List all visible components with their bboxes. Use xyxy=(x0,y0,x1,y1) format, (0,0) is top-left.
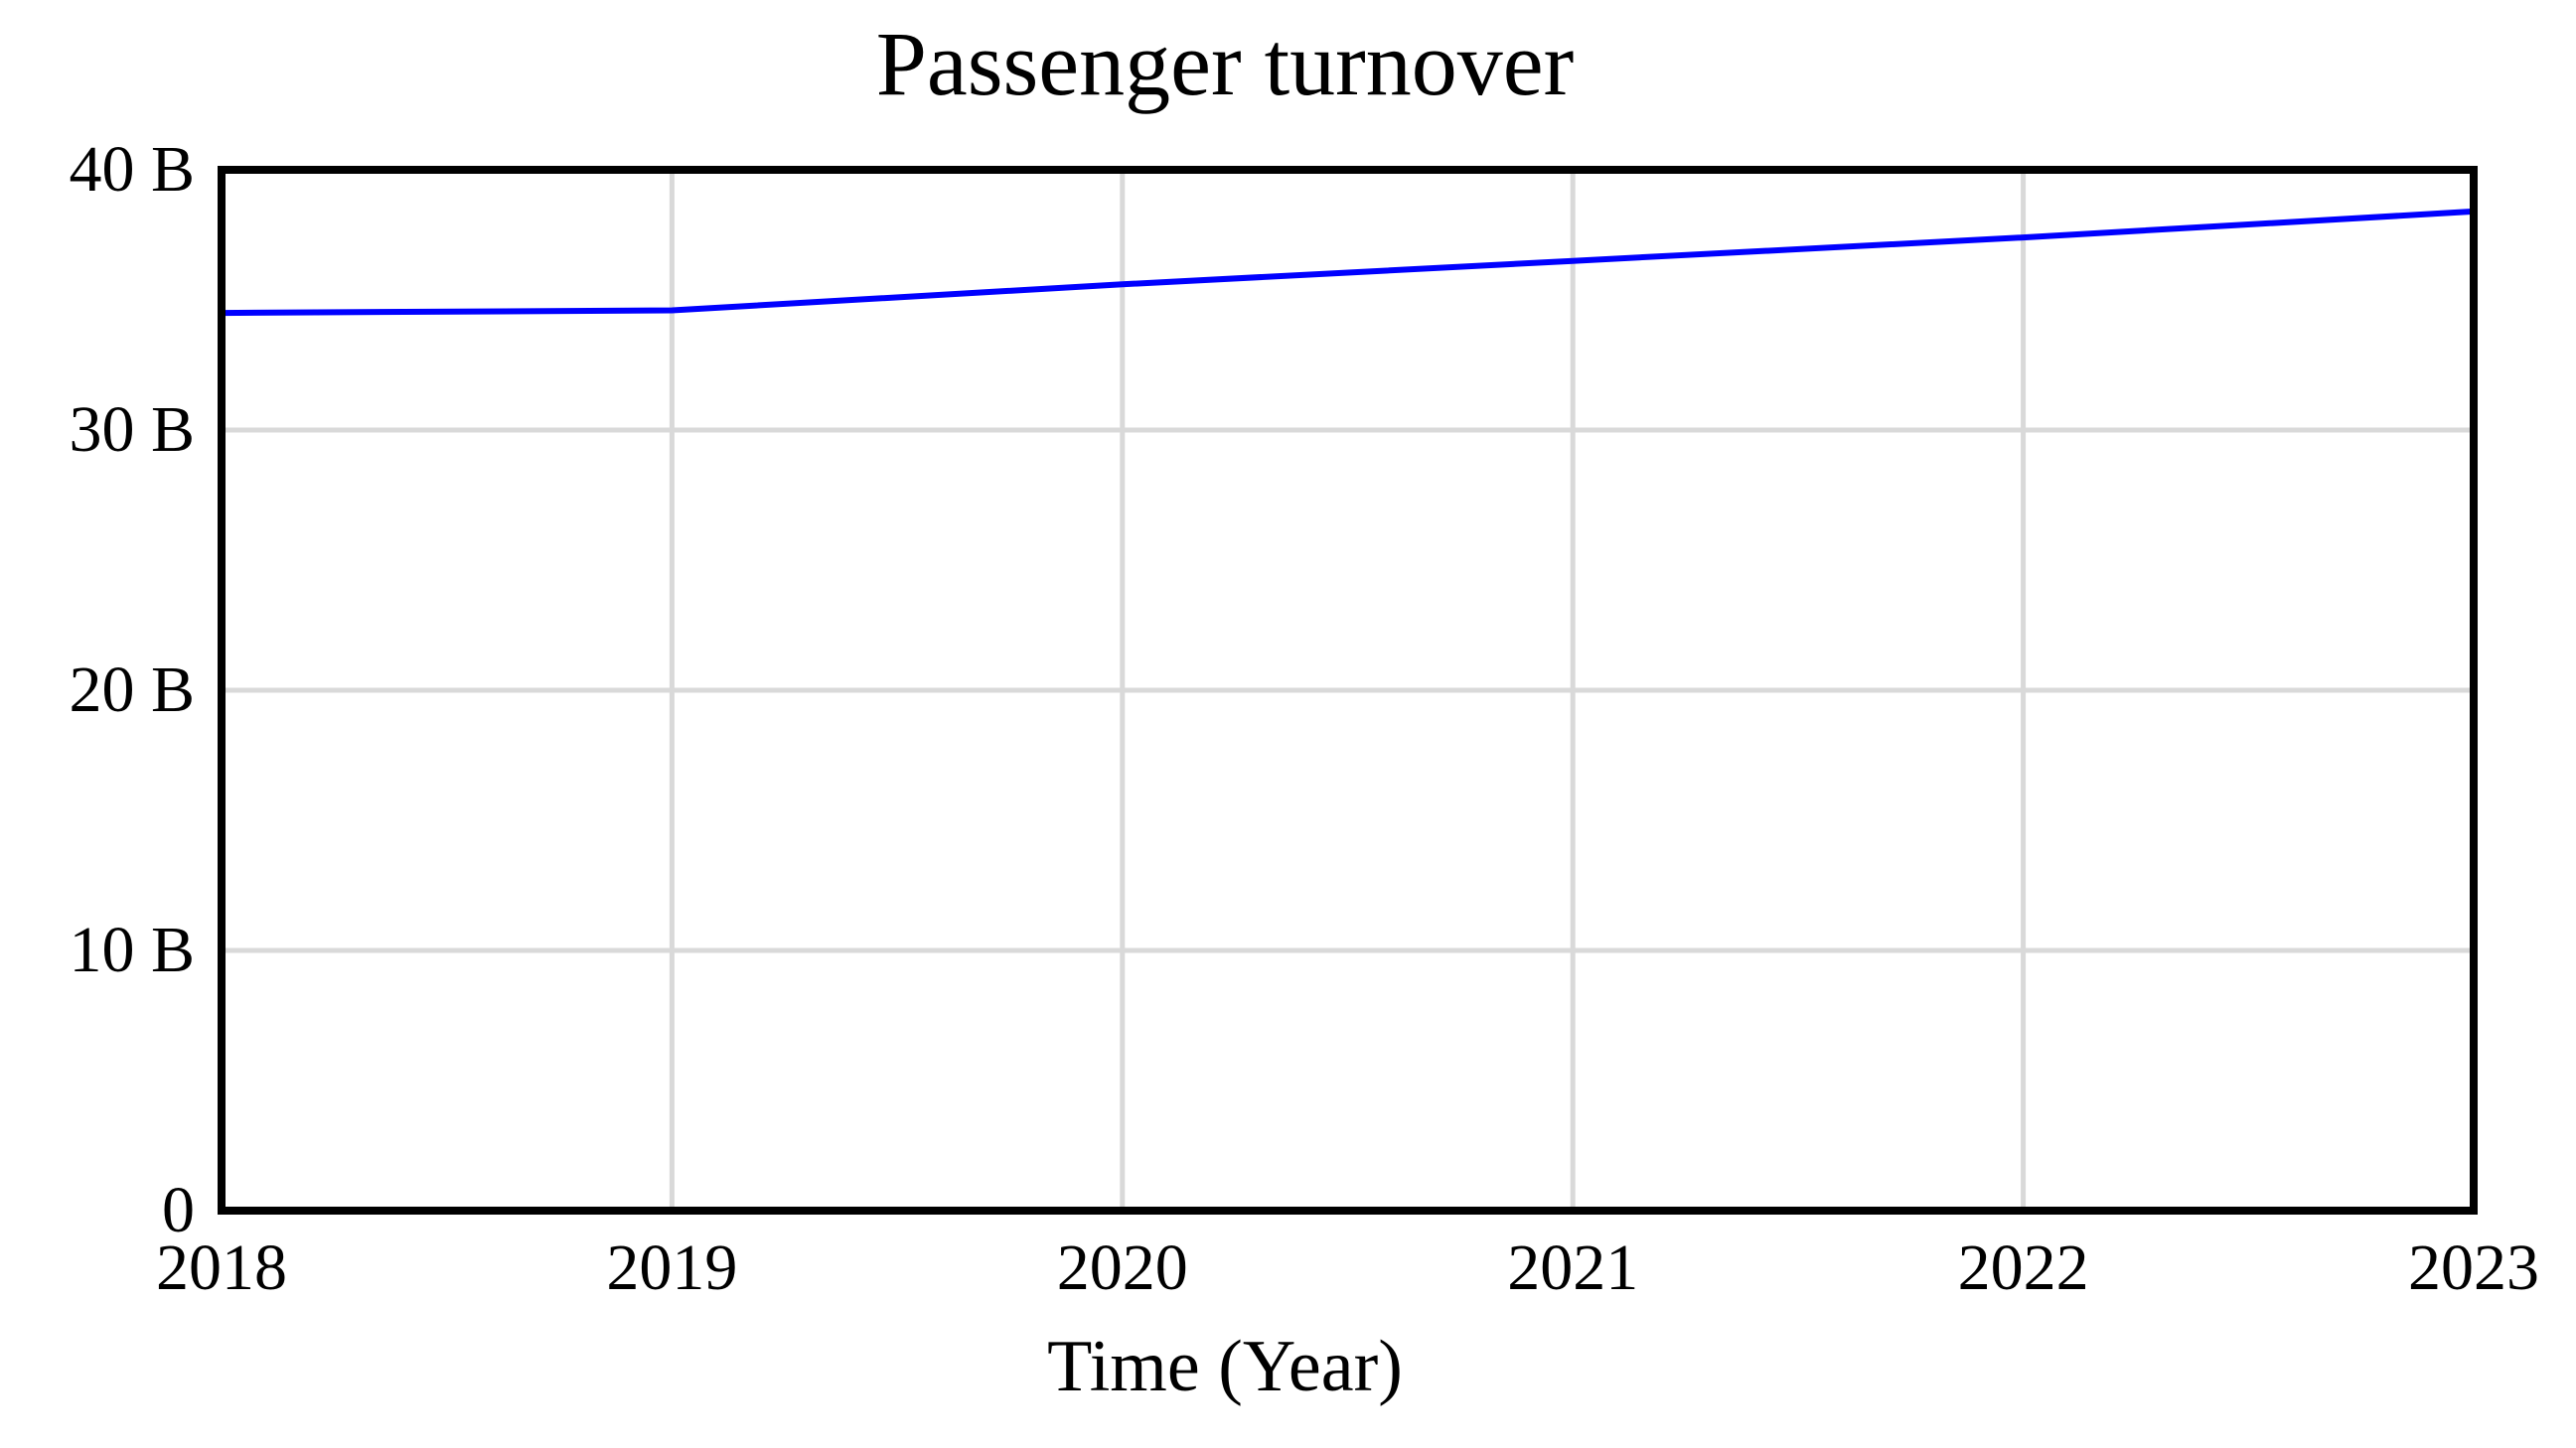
x-tick-label: 2018 xyxy=(156,1231,287,1304)
x-tick-label: 2019 xyxy=(606,1231,738,1304)
y-tick-label: 30 B xyxy=(69,393,195,466)
x-tick-label: 2020 xyxy=(1056,1231,1188,1304)
plot-border xyxy=(218,166,2478,1215)
y-tick-label: 0 xyxy=(162,1174,195,1246)
series-line xyxy=(221,208,2475,317)
y-tick-label: 20 B xyxy=(69,653,195,726)
y-tick-label: 40 B xyxy=(69,133,195,206)
x-tick-label: 2021 xyxy=(1507,1231,1639,1304)
x-axis-title: Time (Year) xyxy=(1047,1326,1403,1407)
x-tick-label: 2022 xyxy=(1957,1231,2089,1304)
x-tick-label: 2023 xyxy=(2408,1231,2539,1304)
y-tick-label: 10 B xyxy=(69,914,195,986)
chart-title: Passenger turnover xyxy=(875,13,1575,114)
